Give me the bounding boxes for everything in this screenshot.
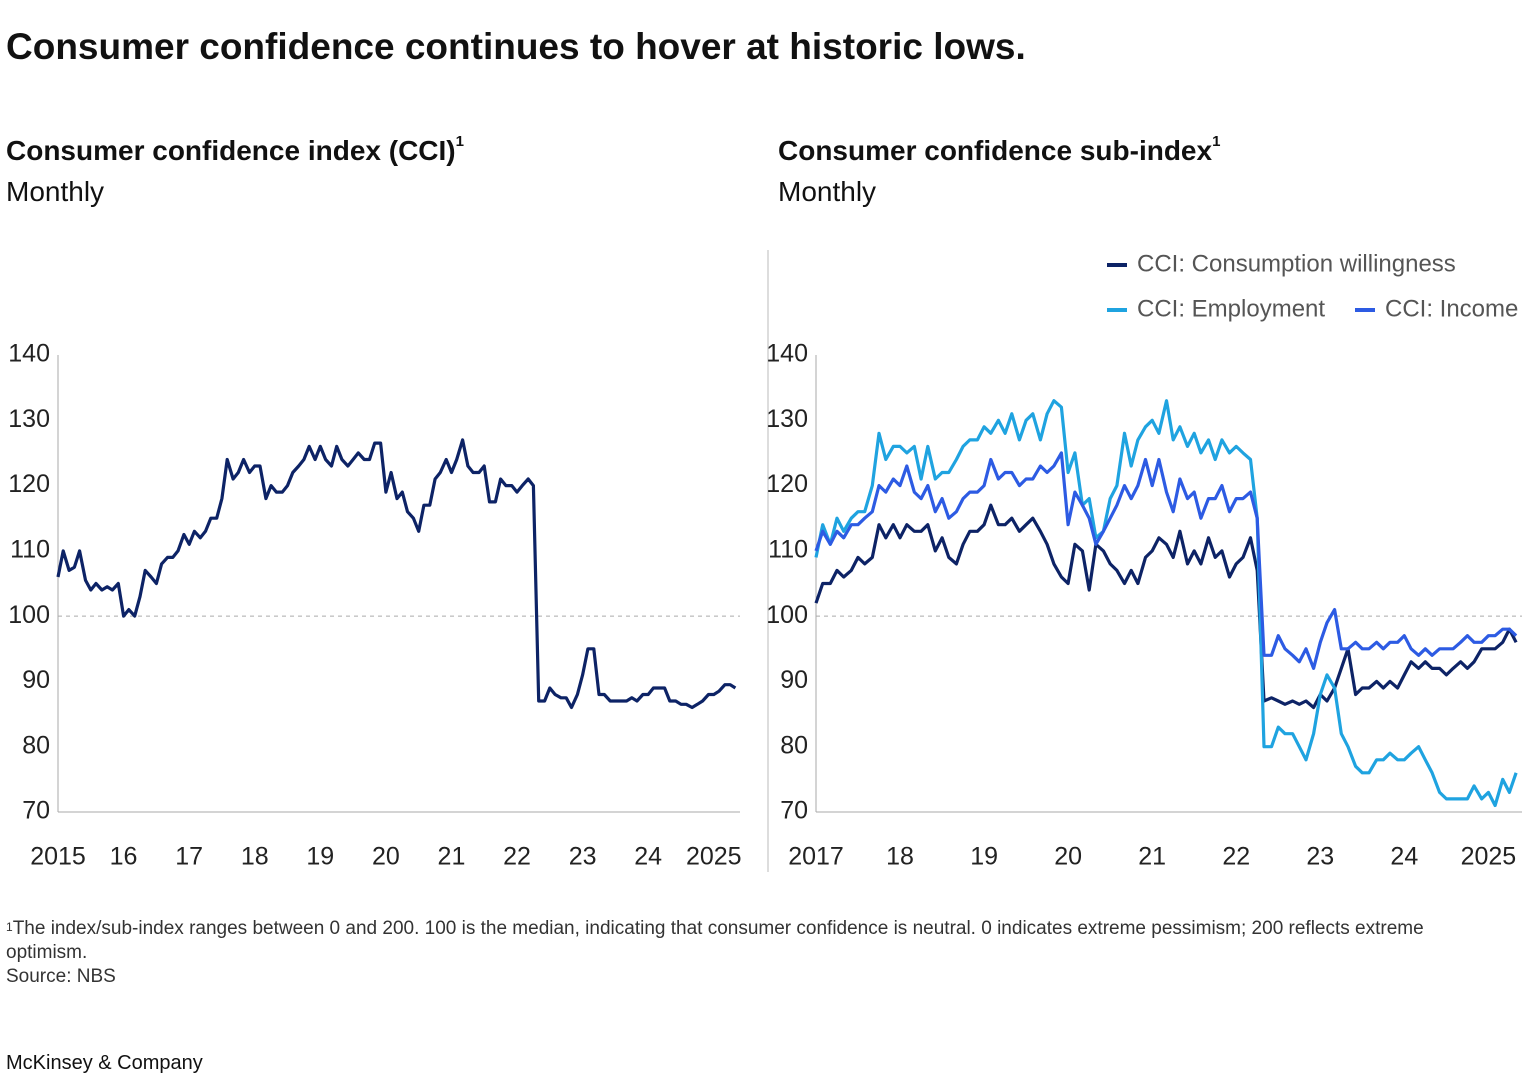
y-tick-label: 130	[8, 405, 50, 433]
y-tick-label: 120	[8, 470, 50, 498]
series-line	[814, 399, 1518, 808]
legend-label: CCI: Employment	[1137, 295, 1325, 322]
y-tick-label: 100	[766, 601, 808, 629]
series-line	[814, 503, 1518, 710]
x-tick-label: 19	[306, 843, 334, 871]
chart-subtitle: Monthly	[6, 176, 105, 207]
x-tick-label: 2025	[686, 843, 742, 871]
y-tick-label: 110	[768, 535, 808, 563]
legend-label: CCI: Consumption willingness	[1137, 250, 1456, 277]
footnote-marker: 1	[6, 920, 13, 934]
series-line	[56, 438, 737, 710]
brand: McKinsey & Company	[6, 1052, 203, 1074]
x-tick-label: 18	[241, 843, 269, 871]
y-tick-label: 90	[780, 666, 808, 694]
x-tick-label: 23	[569, 843, 597, 871]
chart-title-text: Consumer confidence sub-index	[778, 135, 1213, 166]
chart-subtitle: Monthly	[778, 176, 877, 207]
y-tick-label: 140	[766, 340, 808, 368]
footnote: 1The index/sub-index ranges between 0 an…	[6, 917, 1456, 989]
x-tick-label: 18	[886, 843, 914, 871]
x-tick-label: 17	[175, 843, 203, 871]
y-tick-label: 90	[22, 666, 50, 694]
x-tick-label: 2025	[1461, 843, 1517, 871]
y-tick-label: 70	[780, 797, 808, 825]
y-tick-label: 110	[10, 535, 50, 563]
chart-title: Consumer confidence sub-index1	[778, 133, 1221, 167]
legend-label: CCI: Income	[1385, 295, 1518, 322]
y-tick-label: 120	[766, 470, 808, 498]
footnote-marker: 1	[455, 133, 464, 150]
x-tick-label: 21	[1138, 843, 1166, 871]
y-tick-label: 140	[8, 340, 50, 368]
footnote-marker: 1	[1212, 133, 1221, 150]
y-tick-label: 70	[22, 797, 50, 825]
chart-title: Consumer confidence index (CCI)1	[6, 133, 464, 167]
y-tick-label: 80	[780, 731, 808, 759]
y-tick-label: 100	[8, 601, 50, 629]
x-tick-label: 2017	[788, 843, 844, 871]
footnote-text: The index/sub-index ranges between 0 and…	[6, 918, 1424, 963]
page-title: Consumer confidence continues to hover a…	[6, 26, 1026, 67]
x-tick-label: 2015	[30, 843, 86, 871]
x-tick-label: 19	[970, 843, 998, 871]
x-tick-label: 22	[503, 843, 531, 871]
x-tick-label: 20	[1054, 843, 1082, 871]
source: Source: NBS	[6, 966, 116, 987]
x-tick-label: 21	[438, 843, 466, 871]
x-tick-label: 16	[110, 843, 138, 871]
x-tick-label: 24	[1390, 843, 1418, 871]
x-tick-label: 20	[372, 843, 400, 871]
x-tick-label: 22	[1222, 843, 1250, 871]
series-line	[814, 451, 1518, 670]
x-tick-label: 24	[634, 843, 662, 871]
chart-title-text: Consumer confidence index (CCI)	[6, 135, 456, 166]
y-tick-label: 130	[766, 405, 808, 433]
x-tick-label: 23	[1306, 843, 1334, 871]
y-tick-label: 80	[22, 731, 50, 759]
